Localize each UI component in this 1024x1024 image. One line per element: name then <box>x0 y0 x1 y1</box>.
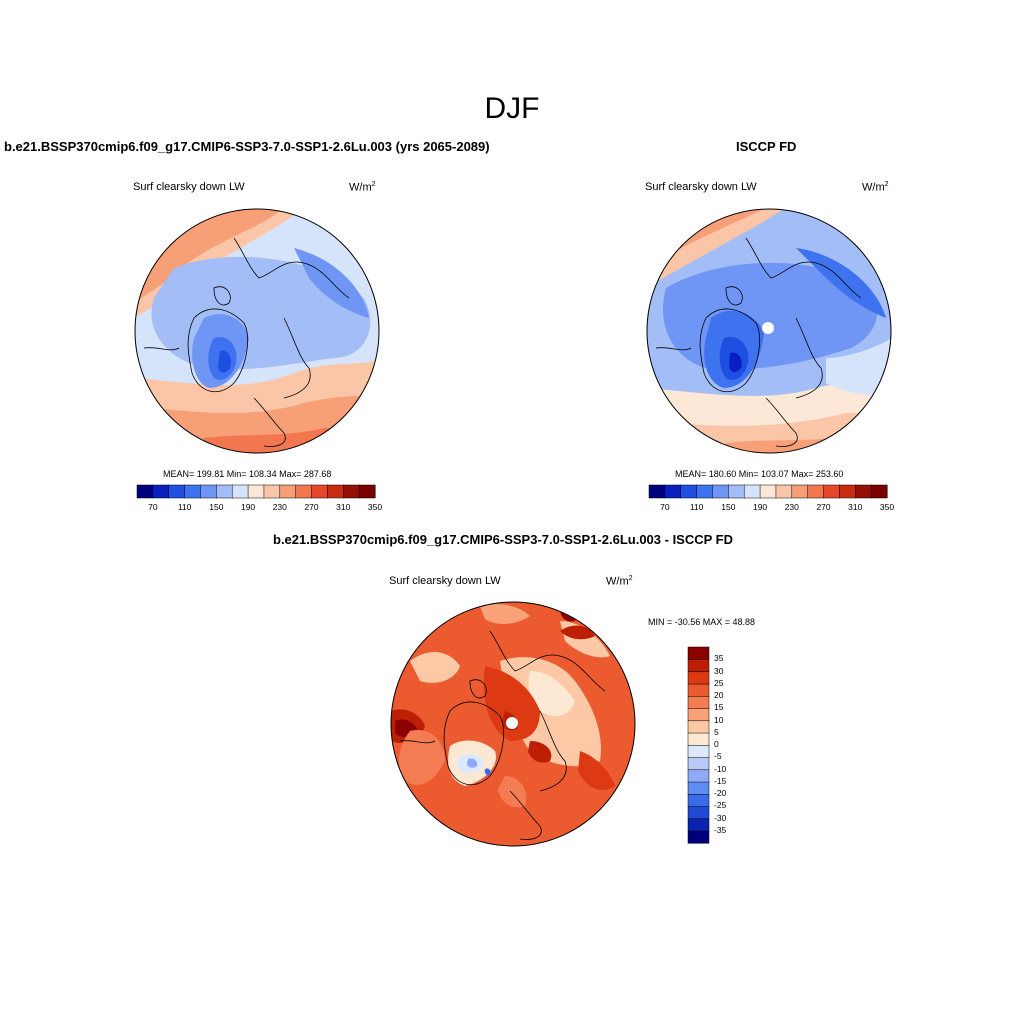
panel-2-colorbar-tick-label: 70 <box>660 502 670 512</box>
panel-2-colorbar <box>648 484 888 499</box>
panel-2-colorbar-tick-label: 190 <box>752 502 768 512</box>
panel-3-colorbar-tick-label: -15 <box>714 775 727 786</box>
panel-2-colorbar-swatch <box>807 484 825 499</box>
panel-2-variable: Surf clearsky down LW <box>645 181 757 193</box>
panel-2-colorbar-tick-label: 350 <box>879 502 895 512</box>
panel-3-colorbar-swatch <box>687 793 710 807</box>
panel-2-colorbar-swatch <box>870 484 888 499</box>
panel-2-colorbar-swatch <box>648 484 666 499</box>
panel-3-colorbar <box>687 646 710 844</box>
panel-2-colorbar-tick-label: 230 <box>784 502 799 512</box>
panel-2-colorbar-swatch <box>728 484 745 499</box>
panel-2-colorbar-swatch <box>743 484 761 499</box>
panel-1-colorbar-tick-label: 230 <box>272 502 287 512</box>
panel-3-variable: Surf clearsky down LW <box>389 575 501 587</box>
panel-1-map <box>134 208 380 454</box>
panel-1-colorbar-swatch <box>200 484 217 499</box>
panel-1-colorbar-tick-label: 70 <box>148 502 158 512</box>
panel-3-map <box>390 601 636 847</box>
panel-1-colorbar-swatch <box>152 484 170 499</box>
panel-3-colorbar-tick-label: 10 <box>714 714 724 725</box>
panel-2-colorbar-swatch <box>680 484 698 499</box>
panel-1-colorbar-tick-label: 270 <box>304 502 319 512</box>
panel-1-colorbar-tick-label: 190 <box>240 502 256 512</box>
panel-3-colorbar-swatch <box>687 732 710 746</box>
panel-1-colorbar-swatch <box>279 484 297 499</box>
panel-3-colorbar-swatch <box>687 646 710 660</box>
panel-2-colorbar-swatch <box>823 484 840 499</box>
panel-3-colorbar-tick-label: 0 <box>714 739 719 749</box>
panel-1-colorbar-tick-label: 310 <box>336 502 351 512</box>
panel-1-colorbar-swatch <box>216 484 233 499</box>
panel-1-colorbar-swatch <box>295 484 313 499</box>
panel-1-colorbar-tick-label: 110 <box>177 502 192 512</box>
panel-2-stats: MEAN= 180.60 Min= 103.07 Max= 253.60 <box>675 469 844 479</box>
panel-3-colorbar-swatch <box>687 830 710 844</box>
panel-3-colorbar-swatch <box>687 806 710 820</box>
panel-1-colorbar-swatch <box>358 484 376 499</box>
panel-3-colorbar-tick-label: 35 <box>714 653 724 664</box>
panel-3-colorbar-swatch <box>687 695 710 709</box>
panel-3-colorbar-tick-label: -20 <box>714 788 727 798</box>
panel-1-colorbar-tick-label: 150 <box>209 502 224 512</box>
panel-3-colorbar-tick-label: 30 <box>714 665 724 676</box>
panel-3-colorbar-swatch <box>687 744 710 758</box>
panel-3-title: b.e21.BSSP370cmip6.f09_g17.CMIP6-SSP3-7.… <box>273 532 734 547</box>
panel-3-colorbar-tick-label: -10 <box>714 763 727 774</box>
panel-1-colorbar-tick-label: 350 <box>367 502 383 512</box>
panel-3-colorbar-swatch <box>687 769 710 783</box>
figure-title: DJF <box>484 92 540 125</box>
panel-1-stats: MEAN= 199.81 Min= 108.34 Max= 287.68 <box>163 469 332 479</box>
panel-3-colorbar-swatch <box>687 781 710 795</box>
panel-3-stats: MIN = -30.56 MAX = 48.88 <box>648 617 756 627</box>
panel-1-colorbar-swatch <box>184 484 202 499</box>
panel-3-colorbar-tick-label: -25 <box>714 800 727 811</box>
panel-2-colorbar-swatch <box>664 484 682 499</box>
panel-2-colorbar-tick-label: 270 <box>816 502 831 512</box>
panel-3-colorbar-tick-label: -35 <box>714 824 727 835</box>
panel-3-colorbar-swatch <box>687 683 710 697</box>
panel-1-colorbar-swatch <box>247 484 265 499</box>
panel-1-units: W/m2 <box>349 181 376 194</box>
panel-2-colorbar-tick-label: 150 <box>721 502 736 512</box>
panel-1-colorbar-swatch <box>311 484 328 499</box>
panel-3-units: W/m2 <box>606 575 633 588</box>
panel-2-colorbar-tick-label: 310 <box>848 502 863 512</box>
panel-1-colorbar-swatch <box>136 484 154 499</box>
panel-1-colorbar-swatch <box>343 484 360 499</box>
panel-2-colorbar-swatch <box>759 484 777 499</box>
panel-1-variable: Surf clearsky down LW <box>133 181 245 193</box>
panel-3-colorbar-tick-label: 25 <box>714 677 724 688</box>
panel-3-colorbar-swatch <box>687 671 710 685</box>
panel-3-colorbar-swatch <box>687 659 710 673</box>
panel-2-colorbar-swatch <box>712 484 729 499</box>
panel-3-colorbar-ticks: 35 30 25 20 15 10 5 0 -5 -10 -15 -20 -25 -30 -35 <box>714 647 744 843</box>
panel-2-colorbar-swatch <box>855 484 872 499</box>
panel-2-colorbar-ticks: 70 110 150 190 230 270 310 350 <box>649 502 894 514</box>
panel-1-title: b.e21.BSSP370cmip6.f09_g17.CMIP6-SSP3-7.… <box>4 139 490 154</box>
panel-2-map <box>646 208 892 454</box>
panel-2-colorbar-swatch <box>791 484 809 499</box>
panel-2-colorbar-swatch <box>775 484 793 499</box>
panel-1-colorbar-swatch <box>168 484 186 499</box>
panel-1-colorbar-swatch <box>263 484 281 499</box>
panel-1-colorbar-ticks: 70 110 150 190 230 270 310 350 <box>137 502 382 514</box>
panel-2-title: ISCCP FD <box>736 139 797 154</box>
panel-1-colorbar-swatch <box>231 484 249 499</box>
panel-2-colorbar-tick-label: 110 <box>689 502 704 512</box>
panel-3-colorbar-tick-label: 5 <box>714 726 719 737</box>
panel-3-colorbar-tick-label: -5 <box>714 751 722 762</box>
panel-1-colorbar-swatch <box>327 484 344 499</box>
panel-1-colorbar <box>136 484 376 499</box>
panel-3-colorbar-tick-label: -30 <box>714 812 727 823</box>
panel-3-colorbar-swatch <box>687 720 710 734</box>
panel-2-colorbar-swatch <box>839 484 856 499</box>
panel-3-colorbar-tick-label: 15 <box>714 702 724 713</box>
panel-3-colorbar-swatch <box>687 757 710 771</box>
panel-3-colorbar-tick-label: 20 <box>714 690 724 700</box>
panel-2-units: W/m2 <box>862 181 889 194</box>
panel-2-colorbar-swatch <box>696 484 714 499</box>
panel-3-colorbar-swatch <box>687 818 710 832</box>
panel-3-colorbar-swatch <box>687 708 710 722</box>
